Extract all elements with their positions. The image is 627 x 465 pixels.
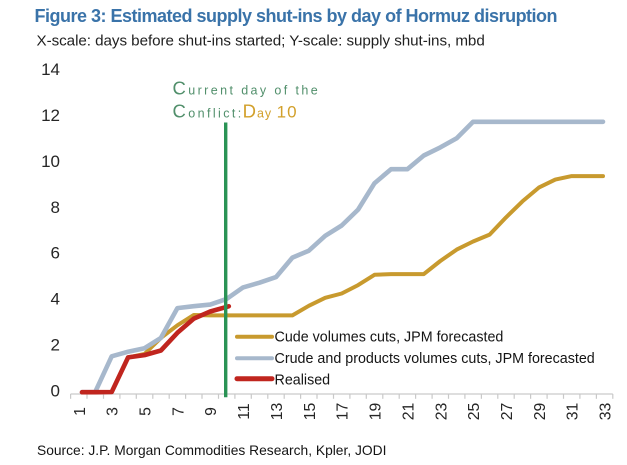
svg-text:19: 19 bbox=[368, 403, 385, 421]
svg-text:21: 21 bbox=[400, 403, 417, 421]
svg-text:3: 3 bbox=[105, 407, 122, 416]
svg-text:Conflict:Day 10: Conflict:Day 10 bbox=[173, 101, 298, 122]
svg-text:1: 1 bbox=[72, 407, 89, 416]
svg-text:10: 10 bbox=[41, 152, 60, 171]
svg-text:0: 0 bbox=[51, 381, 60, 400]
svg-text:Crude and products volumes cut: Crude and products volumes cuts, JPM for… bbox=[275, 351, 595, 367]
svg-text:23: 23 bbox=[433, 403, 450, 421]
svg-text:Current day of the: Current day of the bbox=[173, 78, 321, 99]
svg-text:14: 14 bbox=[41, 60, 60, 79]
svg-text:9: 9 bbox=[203, 407, 220, 416]
svg-text:29: 29 bbox=[532, 403, 549, 421]
svg-text:17: 17 bbox=[335, 403, 352, 421]
svg-text:6: 6 bbox=[51, 244, 60, 263]
svg-text:Figure 3: Estimated supply shu: Figure 3: Estimated supply shut-ins by d… bbox=[35, 6, 558, 26]
svg-text:15: 15 bbox=[302, 403, 319, 421]
svg-text:Source: J.P. Morgan Commoditie: Source: J.P. Morgan Commodities Research… bbox=[37, 443, 386, 458]
svg-text:13: 13 bbox=[269, 403, 286, 421]
svg-text:11: 11 bbox=[236, 403, 253, 420]
svg-text:5: 5 bbox=[138, 407, 155, 416]
svg-text:12: 12 bbox=[41, 106, 60, 125]
svg-text:2: 2 bbox=[51, 336, 60, 355]
svg-text:27: 27 bbox=[499, 403, 516, 421]
svg-text:33: 33 bbox=[598, 403, 615, 421]
svg-text:8: 8 bbox=[51, 198, 60, 217]
svg-text:31: 31 bbox=[565, 403, 582, 421]
svg-text:Realised: Realised bbox=[275, 372, 331, 388]
svg-text:25: 25 bbox=[466, 403, 483, 421]
svg-text:X-scale: days before shut-ins: X-scale: days before shut-ins started; Y… bbox=[37, 33, 485, 50]
svg-text:Cude volumes cuts, JPM forecas: Cude volumes cuts, JPM forecasted bbox=[275, 329, 504, 345]
svg-text:4: 4 bbox=[51, 290, 60, 309]
svg-text:7: 7 bbox=[170, 407, 187, 416]
